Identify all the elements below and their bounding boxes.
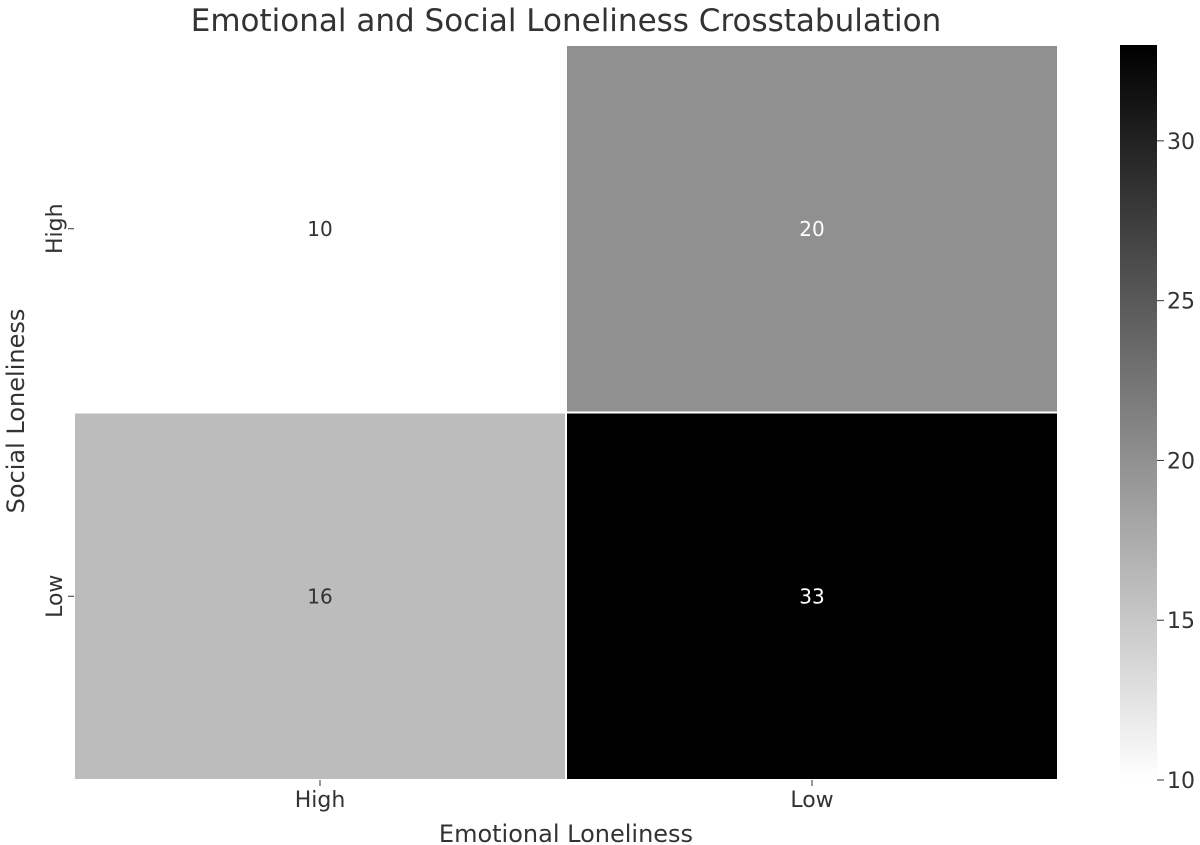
y-axis-ticks: High Low [43,203,74,618]
heatmap-cell [565,44,1059,414]
cell-value-label: 10 [307,217,332,241]
colorbar-tick-label: 25 [1167,290,1195,315]
cell-value-label: 16 [307,584,332,608]
x-tick-label: Low [790,788,833,813]
colorbar-tick-label: 10 [1167,769,1195,794]
colorbar-ticks: 10 15 20 25 30 [1157,130,1195,794]
heatmap-cell-labels: 10 20 16 33 [307,217,824,609]
colorbar [1120,45,1157,780]
y-tick-label: Low [43,575,68,618]
cell-value-label: 20 [799,217,824,241]
y-tick-label: High [43,203,68,254]
x-axis-label: Emotional Loneliness [439,820,693,845]
x-axis-ticks: High Low [295,780,834,813]
chart-title: Emotional and Social Loneliness Crosstab… [191,3,942,39]
heatmap-cell [73,411,567,781]
y-axis-label: Social Loneliness [2,309,30,514]
heatmap-cell [73,44,567,414]
colorbar-tick-label: 30 [1167,130,1195,155]
heatmap-cell [565,411,1059,781]
x-tick-label: High [295,788,346,813]
colorbar-tick-label: 20 [1167,449,1195,474]
colorbar-tick-label: 15 [1167,609,1195,634]
heatmap-cells [73,44,1059,781]
cell-value-label: 33 [799,584,824,608]
